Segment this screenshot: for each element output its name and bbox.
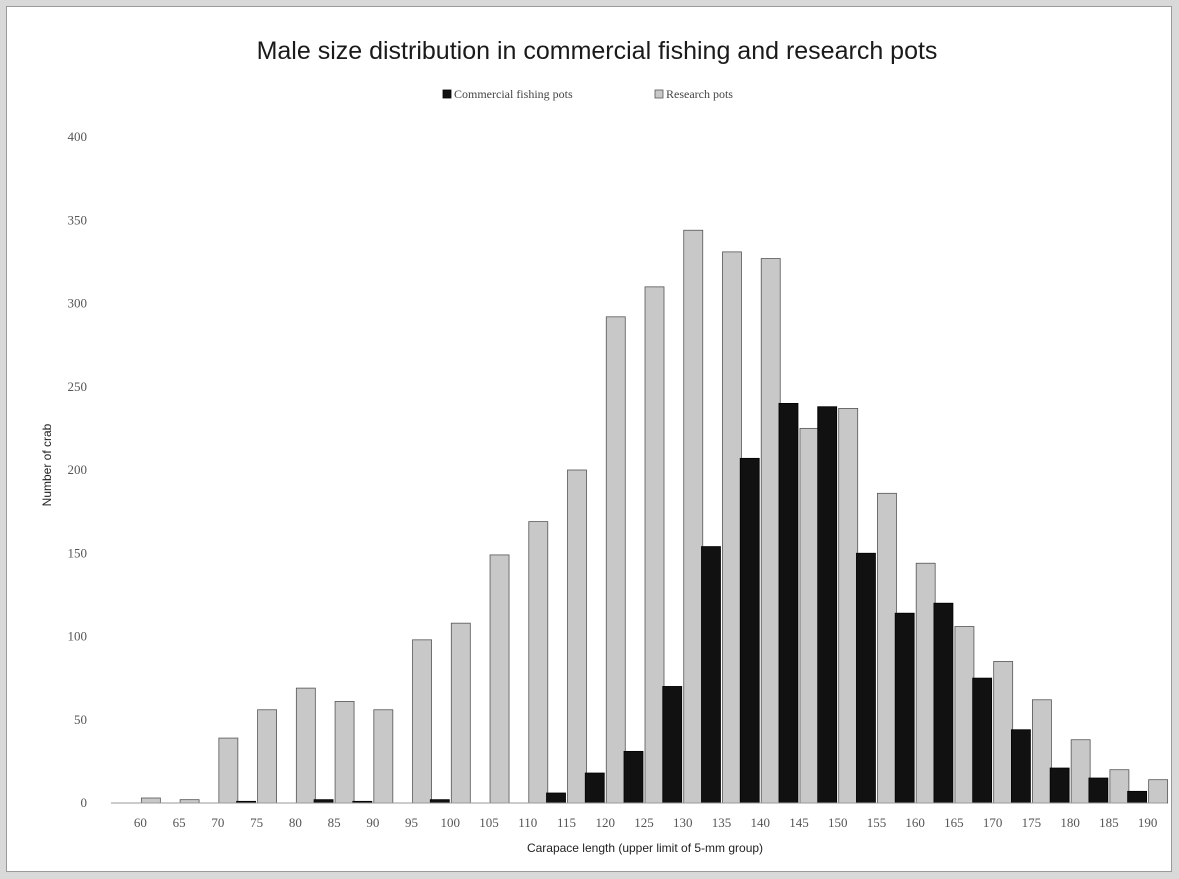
bar-commercial [1049,767,1070,804]
legend-label-commercial: Commercial fishing pots [454,87,573,101]
bar-commercial [972,677,993,804]
bar-research [993,661,1014,804]
x-tick-label: 70 [211,815,224,830]
bar-research [915,562,936,804]
bar-research [412,639,432,804]
bar-research [450,622,471,804]
bar-research [877,492,897,804]
bar-research [257,709,277,804]
bar-research [799,427,820,804]
bar-commercial [933,602,954,804]
x-axis-label: Carapace length (upper limit of 5-mm gro… [527,841,763,855]
y-tick-label: 50 [74,712,87,727]
x-tick-label: 80 [289,815,302,830]
bar-commercial [584,772,605,804]
bar-research [838,407,859,804]
y-tick-label: 250 [68,379,88,394]
x-tick-label: 185 [1099,815,1119,830]
x-tick-label: 130 [673,815,693,830]
x-tick-label: 90 [366,815,379,830]
bar-research [489,554,510,804]
x-tick-label: 175 [1022,815,1042,830]
bar-commercial [1011,729,1031,804]
y-tick-label: 100 [68,629,88,644]
x-tick-label: 100 [441,815,461,830]
bar-research [140,797,161,804]
bar-research [218,737,239,804]
bar-commercial [856,552,876,804]
x-tick-label: 145 [789,815,809,830]
x-tick-label: 75 [250,815,263,830]
y-tick-label: 150 [68,545,88,560]
bar-commercial [739,457,760,804]
chart-title: Male size distribution in commercial fis… [257,37,938,65]
x-tick-label: 160 [905,815,925,830]
y-tick-label: 200 [68,462,88,477]
bar-chart: Male size distribution in commercial fis… [40,37,1169,855]
bar-commercial [623,750,644,804]
x-tick-label: 95 [405,815,418,830]
x-tick-label: 105 [479,815,499,830]
bar-research [334,701,355,804]
x-tick-label: 115 [557,815,576,830]
x-tick-label: 155 [867,815,887,830]
x-tick-label: 125 [634,815,654,830]
x-tick-label: 120 [596,815,616,830]
bar-commercial [778,402,799,804]
x-tick-label: 190 [1138,815,1158,830]
bar-commercial [1127,790,1148,804]
bar-research [1109,769,1130,804]
bar-commercial [1088,777,1109,804]
bar-research [683,229,704,804]
x-tick-label: 110 [518,815,537,830]
y-tick-label: 300 [68,296,88,311]
legend: Commercial fishing pots Research pots [442,87,733,101]
bar-research [528,521,549,804]
x-tick-label: 165 [944,815,964,830]
x-tick-label: 135 [712,815,732,830]
y-axis-ticks: 0 50 100 150 200 250 300 350 400 [68,129,88,810]
y-tick-label: 0 [81,795,88,810]
bar-commercial [817,406,838,804]
y-axis-label: Number of crab [40,423,54,506]
bar-research [722,251,742,804]
y-tick-label: 400 [68,129,88,144]
x-tick-label: 170 [983,815,1003,830]
x-tick-label: 60 [134,815,147,830]
bar-research [1148,779,1169,804]
bar-research [954,626,975,804]
bar-commercial [701,546,721,804]
bar-research [644,286,665,804]
chart-frame: Male size distribution in commercial fis… [6,6,1172,872]
bar-research [1070,739,1091,804]
x-tick-label: 180 [1060,815,1080,830]
bar-commercial [662,686,683,804]
bars [140,229,1169,804]
legend-label-research: Research pots [666,87,733,101]
bar-commercial [894,612,915,804]
bar-research [760,258,781,804]
bar-commercial [546,792,566,804]
legend-swatch-research [654,89,664,99]
bar-research [1032,699,1052,804]
y-tick-label: 350 [68,212,88,227]
x-tick-label: 140 [750,815,770,830]
bar-research [373,709,394,804]
legend-swatch-commercial [442,89,452,99]
x-tick-label: 150 [828,815,848,830]
bar-research [605,316,626,804]
bar-research [295,687,316,804]
bar-research [567,469,587,804]
x-tick-label: 85 [328,815,341,830]
x-axis-ticks: 60 65 70 75 80 85 90 95 100 105 110 115 120 125 130 135… [134,815,1158,830]
x-tick-label: 65 [173,815,186,830]
